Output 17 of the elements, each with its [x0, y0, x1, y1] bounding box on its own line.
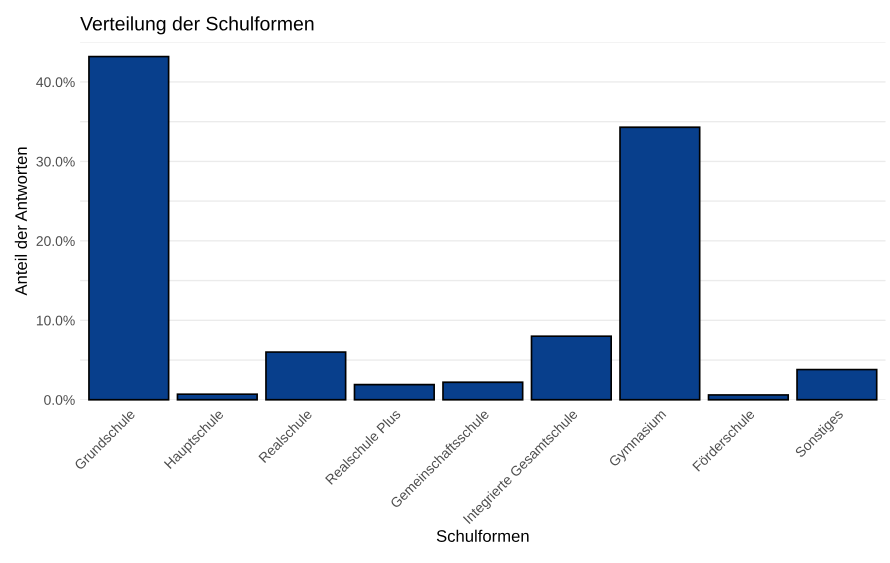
y-tick-label: 30.0% — [36, 156, 75, 167]
bar — [708, 394, 790, 401]
bar — [176, 393, 258, 401]
bar — [442, 381, 524, 401]
y-tick-label: 0.0% — [44, 395, 75, 405]
y-tick-label: 20.0% — [36, 236, 75, 246]
y-tick-label: 40.0% — [36, 77, 75, 88]
x-axis-title: Schulformen — [436, 530, 529, 542]
bar — [796, 368, 878, 401]
bar — [265, 351, 346, 401]
bar — [619, 126, 701, 401]
y-axis-title: Anteil der Antworten — [14, 147, 28, 296]
bar — [530, 335, 612, 401]
bar — [88, 56, 170, 401]
bar — [354, 384, 435, 401]
y-tick-label: 10.0% — [36, 316, 75, 326]
chart-title: Verteilung der Schulformen — [80, 16, 314, 34]
